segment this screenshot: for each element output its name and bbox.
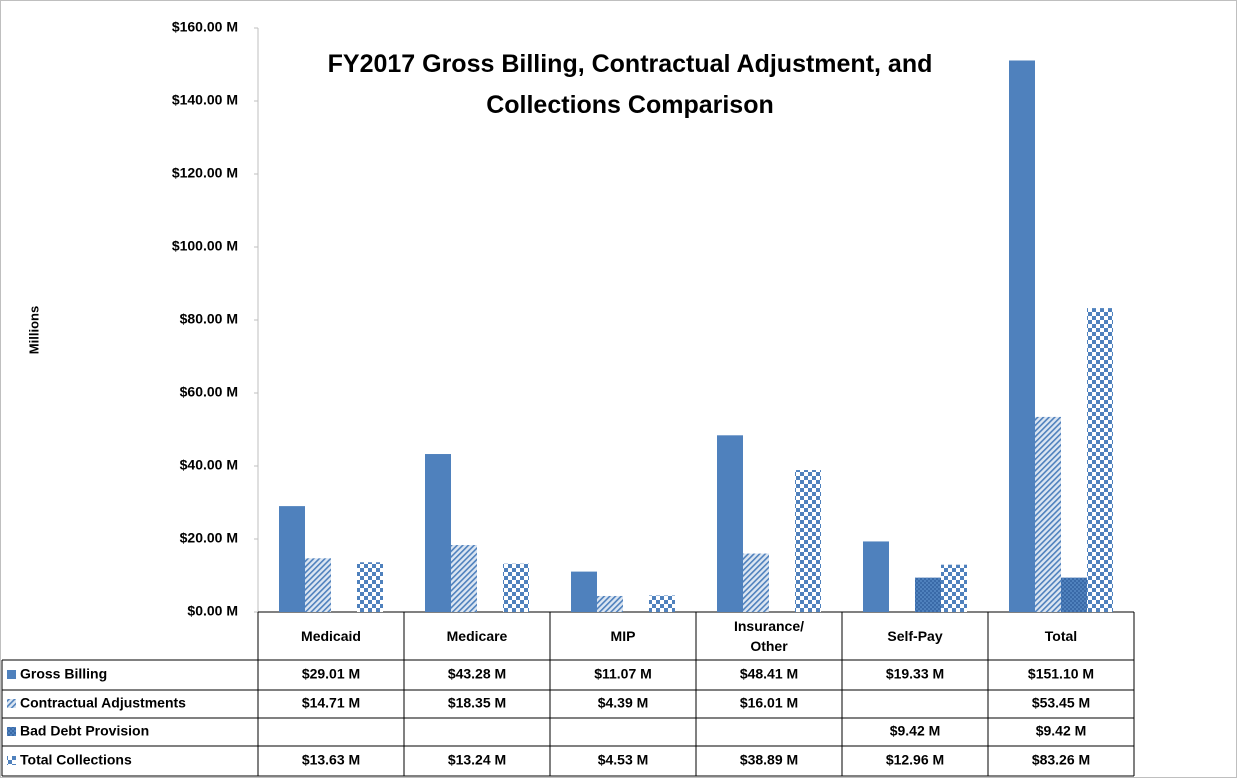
category-label: Medicare [404, 612, 550, 660]
y-tick-label: $140.00 M [172, 92, 238, 108]
category-text: Self-Pay [887, 628, 943, 644]
bar [717, 435, 743, 612]
data-table-value: $11.07 M [594, 666, 652, 682]
data-table-value: $151.10 M [1028, 666, 1094, 682]
legend-label: Bad Debt Provision [20, 723, 149, 739]
bar [425, 454, 451, 612]
y-tick-label: $160.00 M [172, 19, 238, 35]
y-tick-label: $120.00 M [172, 165, 238, 181]
y-axis-label: Millions [26, 306, 41, 354]
data-table-value: $12.96 M [886, 752, 944, 768]
chart-title: FY2017 Gross Billing, Contractual Adjust… [327, 50, 933, 119]
bar [597, 595, 623, 612]
legend-swatch [7, 699, 16, 708]
data-table-value: $38.89 M [740, 752, 798, 768]
data-table-value: $53.45 M [1032, 695, 1090, 711]
y-tick-label: $0.00 M [187, 603, 238, 619]
legend-label: Contractual Adjustments [20, 695, 186, 711]
data-table-value: $9.42 M [890, 723, 941, 739]
category-text: Total [1044, 628, 1078, 644]
bar [941, 564, 967, 612]
data-table-value: $13.63 M [302, 752, 360, 768]
bar [357, 562, 383, 612]
bar [1061, 577, 1087, 612]
legend-label: Gross Billing [20, 666, 107, 682]
data-table-value: $4.39 M [598, 695, 649, 711]
legend-label: Total Collections [20, 752, 132, 768]
bar [279, 506, 305, 612]
y-tick-label: $100.00 M [172, 238, 238, 254]
y-tick-label: $40.00 M [180, 457, 238, 473]
legend-swatch [7, 670, 16, 679]
bar [743, 553, 769, 612]
y-tick-label: $20.00 M [180, 530, 238, 546]
bar [915, 577, 941, 612]
bar [795, 470, 821, 612]
data-table-value: $29.01 M [302, 666, 360, 682]
y-tick-label: $60.00 M [180, 384, 238, 400]
bar [1009, 60, 1035, 613]
bar [1035, 416, 1061, 612]
legend-swatch [7, 756, 16, 765]
category-text: Medicaid [301, 628, 361, 644]
bar [451, 545, 477, 612]
category-label: Total [988, 612, 1134, 660]
data-table-value: $16.01 M [740, 695, 798, 711]
data-table-value: $4.53 M [598, 752, 649, 768]
category-label: Self-Pay [842, 612, 988, 660]
bar [305, 558, 331, 612]
data-table-value: $43.28 M [448, 666, 506, 682]
legend-swatch [7, 727, 16, 736]
bar [571, 571, 597, 612]
bar [1087, 308, 1113, 612]
data-table-value: $19.33 M [886, 666, 944, 682]
bar [649, 595, 675, 612]
category-label: MIP [550, 612, 696, 660]
category-text: MIP [610, 628, 636, 644]
category-text: Insurance/ Other [733, 618, 805, 654]
y-tick-label: $80.00 M [180, 311, 238, 327]
data-table-value: $48.41 M [740, 666, 798, 682]
data-table-value: $13.24 M [448, 752, 506, 768]
data-table-value: $14.71 M [302, 695, 360, 711]
data-table-value: $83.26 M [1032, 752, 1090, 768]
data-table-value: $18.35 M [448, 695, 506, 711]
data-table-value: $9.42 M [1036, 723, 1087, 739]
bar [503, 563, 529, 612]
category-text: Medicare [446, 628, 508, 644]
category-label: Insurance/ Other [696, 612, 842, 660]
category-label: Medicaid [258, 612, 404, 660]
bar [863, 541, 889, 612]
